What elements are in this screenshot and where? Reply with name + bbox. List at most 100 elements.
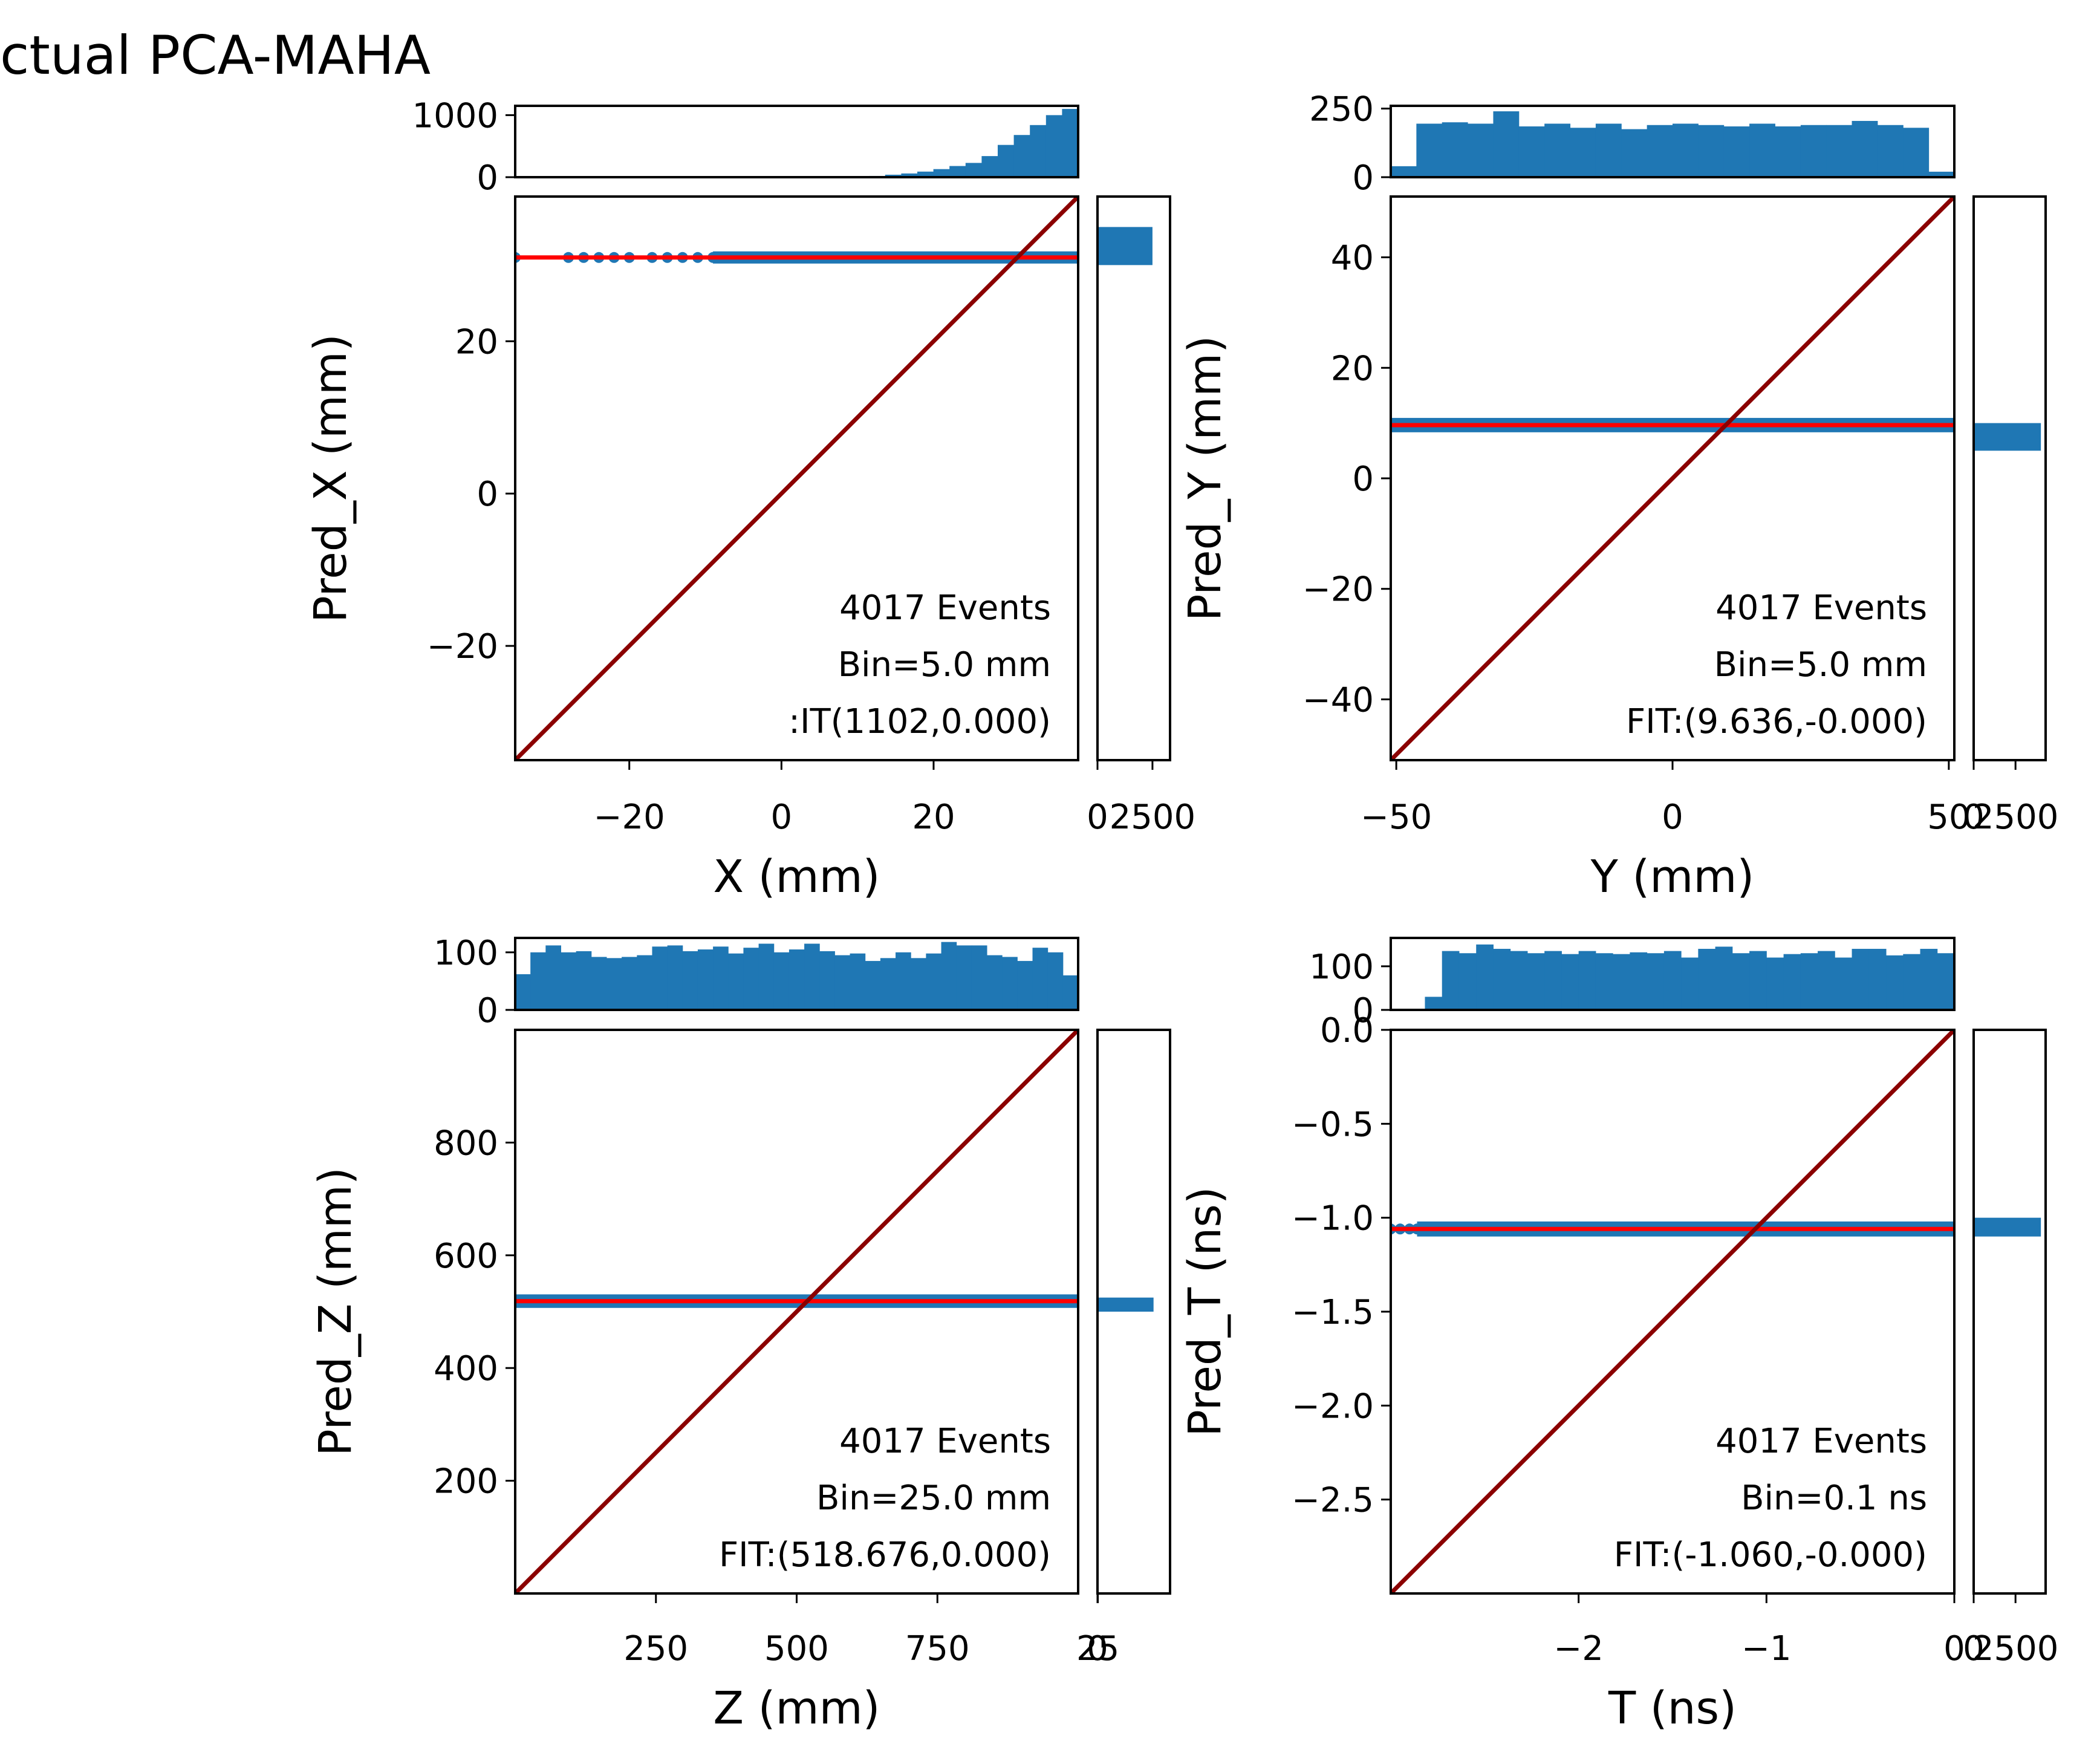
annotation-text: 4017 Events — [839, 1422, 1051, 1461]
x-hist-bar — [1800, 125, 1827, 177]
x-hist-bar — [901, 173, 918, 177]
annotation-text: 4017 Events — [1715, 588, 1927, 628]
annotation-text: 4017 Events — [839, 588, 1051, 628]
main-plot-area — [515, 1030, 1078, 1593]
annotation-text: FIT:(-1.060,-0.000) — [1614, 1535, 1927, 1575]
figure-title: ctual PCA-MAHA — [0, 24, 431, 86]
x-hist-bar — [1561, 954, 1579, 1010]
x-hist-ytick-label: 100 — [434, 934, 498, 973]
annotation-text: Bin=5.0 mm — [838, 645, 1051, 685]
x-hist-bar — [896, 952, 911, 1010]
x-hist-bar — [1425, 997, 1443, 1010]
y-hist-xtick-label: 0 — [1087, 1629, 1108, 1668]
x-hist-bar — [1621, 129, 1648, 177]
x-hist-bar — [1045, 115, 1062, 177]
annotation-text: 4017 Events — [1715, 1422, 1927, 1461]
x-hist-bar — [819, 951, 835, 1010]
main-plot-area — [1391, 197, 1954, 760]
y-hist-bar — [1097, 227, 1153, 265]
annotation-text: FIT:(9.636,-0.000) — [1626, 702, 1927, 741]
annotation-text: :IT(1102,0.000) — [789, 702, 1051, 741]
x-hist-bar — [1544, 123, 1571, 177]
x-hist-bar — [1002, 957, 1018, 1010]
annotation-text: FIT:(518.676,0.000) — [719, 1535, 1051, 1575]
x-hist-bar — [561, 952, 577, 1010]
x-hist-bar — [1937, 953, 1955, 1010]
x-hist-bar — [1595, 123, 1622, 177]
y-tick-label: −1.0 — [1292, 1199, 1374, 1238]
x-hist-bar — [1493, 949, 1511, 1010]
x-hist-bar — [1468, 123, 1494, 177]
y-hist-xtick-label: 25 — [1076, 1629, 1119, 1668]
main-plot-area — [1391, 1030, 1954, 1593]
x-hist-ytick-label: 0 — [476, 158, 498, 198]
x-hist-bar — [1673, 123, 1699, 177]
x-hist-bar — [987, 955, 1003, 1010]
x-hist-bar — [1527, 953, 1545, 1010]
x-hist-bar — [1458, 953, 1477, 1010]
y-tick-label: 600 — [434, 1237, 498, 1276]
y-tick-label: −2.0 — [1292, 1387, 1374, 1426]
x-hist-bar — [1595, 953, 1613, 1010]
x-hist-bar — [758, 943, 775, 1010]
x-hist-bar — [1416, 123, 1443, 177]
x-hist-bar — [1663, 951, 1682, 1010]
x-hist-bar — [606, 958, 622, 1010]
x-hist-bar — [1032, 948, 1049, 1010]
x-hist-bar — [880, 958, 896, 1010]
y-tick-label: −20 — [427, 627, 498, 666]
y-hist-bar — [1097, 1297, 1154, 1312]
x-hist-bar — [911, 958, 926, 1010]
x-hist-bar — [530, 952, 546, 1010]
x-hist-bar — [917, 171, 934, 177]
x-hist-bar — [1835, 957, 1853, 1010]
x-hist-bar — [804, 943, 820, 1010]
x-hist-bar — [1493, 111, 1520, 177]
annotation-text: Bin=5.0 mm — [1714, 645, 1927, 685]
x-hist-bar — [926, 953, 942, 1010]
x-hist-bar — [865, 961, 881, 1010]
y-hist-bar — [1974, 423, 2041, 451]
x-hist-bar — [1698, 949, 1716, 1010]
y-hist-bar — [1974, 1217, 2041, 1237]
x-hist-bar — [1613, 954, 1630, 1010]
x-hist-bar — [1877, 125, 1904, 177]
x-hist-bar — [773, 952, 790, 1010]
x-hist-bar — [545, 945, 561, 1010]
x-tick-label: 20 — [912, 798, 955, 837]
x-hist-bar — [1868, 949, 1887, 1010]
x-hist-bar — [1518, 126, 1545, 177]
y-axis-label: Pred_Z (mm) — [310, 1167, 362, 1456]
x-hist-bar — [1017, 961, 1033, 1010]
y-tick-label: −0.5 — [1292, 1105, 1374, 1144]
x-hist-bar — [1928, 171, 1955, 177]
x-hist-frame — [514, 937, 1079, 1011]
x-axis-label: Y (mm) — [1590, 851, 1755, 903]
y-tick-label: 0 — [476, 475, 498, 514]
x-hist-bar — [1544, 951, 1562, 1010]
identity-diagonal — [1391, 197, 1954, 760]
x-hist-bar — [1818, 951, 1835, 1010]
x-hist-bar — [591, 957, 607, 1010]
x-tick-label: −2 — [1553, 1629, 1604, 1668]
y-hist-frame — [1972, 195, 2047, 761]
x-hist-bar — [1647, 125, 1673, 177]
x-tick-label: −50 — [1361, 798, 1432, 837]
x-hist-frame — [1390, 937, 1956, 1011]
x-tick-label: 0 — [771, 798, 793, 837]
x-hist-bar — [850, 953, 866, 1010]
annotation-text: Bin=0.1 ns — [1741, 1479, 1927, 1518]
x-hist-bar — [1510, 951, 1528, 1010]
x-hist-bar — [1476, 944, 1494, 1010]
y-hist-xtick-label: 0 — [1963, 798, 1985, 837]
x-hist-bar — [1062, 109, 1079, 177]
x-hist-bar — [1852, 120, 1878, 177]
main-frame — [514, 195, 1079, 761]
x-hist-ytick-label: 250 — [1309, 90, 1374, 129]
identity-diagonal — [515, 197, 1078, 760]
